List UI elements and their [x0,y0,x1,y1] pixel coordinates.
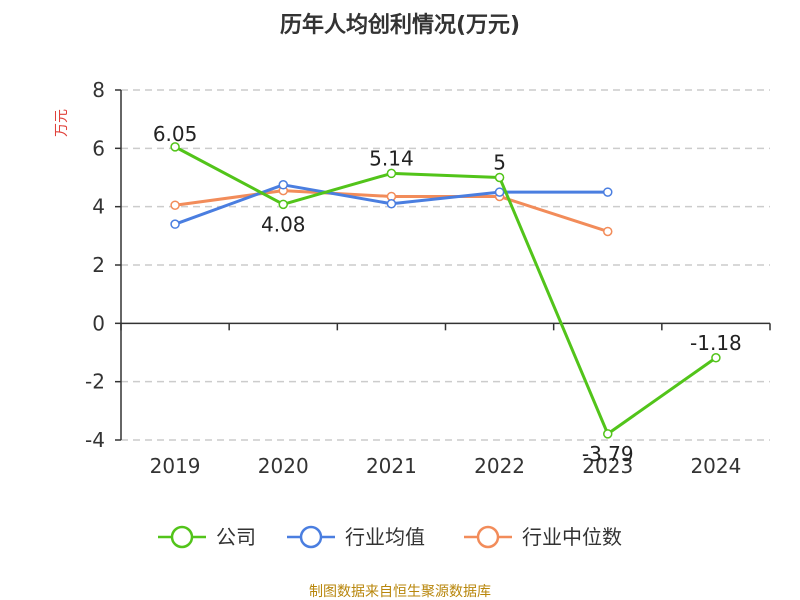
data-point[interactable] [494,172,505,183]
legend-label: 行业中位数 [522,525,622,549]
data-labels: 6.05 4.08 5.14 5 -3.79 -1.18 [153,122,742,466]
x-tick-label: 2021 [366,454,417,478]
data-point[interactable] [386,199,397,209]
y-tick-label: 6 [92,136,105,160]
data-point[interactable] [711,353,721,363]
data-point[interactable] [603,187,613,197]
x-tick-label: 2019 [150,454,201,478]
data-label: 5.14 [369,146,414,170]
y-tick-label: 2 [92,253,105,277]
data-point[interactable] [170,142,180,152]
legend-marker [476,525,500,549]
series-1 [170,180,613,229]
data-label: 6.05 [153,122,198,146]
grid [121,89,770,441]
series [170,142,721,439]
legend: 公司 行业均值 行业中位数 [158,525,622,549]
legend-label: 公司 [216,525,256,549]
legend-label: 行业均值 [345,525,425,549]
data-label: -1.18 [690,331,742,355]
data-point[interactable] [603,226,613,237]
data-label: -3.79 [582,442,634,466]
data-point[interactable] [494,187,505,197]
legend-item-2[interactable]: 行业中位数 [464,525,622,549]
series-0 [170,142,721,439]
x-tick-label: 2020 [258,454,309,478]
data-point[interactable] [386,168,397,179]
y-tick-label: 4 [92,195,105,219]
legend-item-1[interactable]: 行业均值 [287,525,425,549]
data-label: 4.08 [261,212,306,236]
legend-marker [170,525,194,549]
data-label: 5 [493,151,506,175]
data-point[interactable] [603,429,613,439]
x-tick-label: 2023 [582,454,633,478]
x-tick-label: 2022 [474,454,525,478]
legend-marker [299,525,323,549]
y-axis-label: 万元 [54,109,70,137]
data-point[interactable] [278,199,288,210]
series-2 [170,185,613,237]
y-tick-label: -4 [85,428,105,452]
legend-item-0[interactable]: 公司 [158,525,256,549]
y-tick-label: 8 [92,78,105,102]
x-tick-label: 2024 [690,454,741,478]
data-point[interactable] [170,219,180,229]
data-point[interactable] [170,200,180,210]
y-tick-label: 0 [92,311,105,335]
chart-title: 历年人均创利情况(万元) [280,12,520,38]
data-point[interactable] [278,180,288,190]
y-tick-label: -2 [85,370,105,394]
axes: -4 -2 0 2 4 6 8 2019 2020 2021 2022 2023 2024 [85,78,771,478]
source-note: 制图数据来自恒生聚源数据库 [309,584,491,600]
series-line [174,145,717,436]
